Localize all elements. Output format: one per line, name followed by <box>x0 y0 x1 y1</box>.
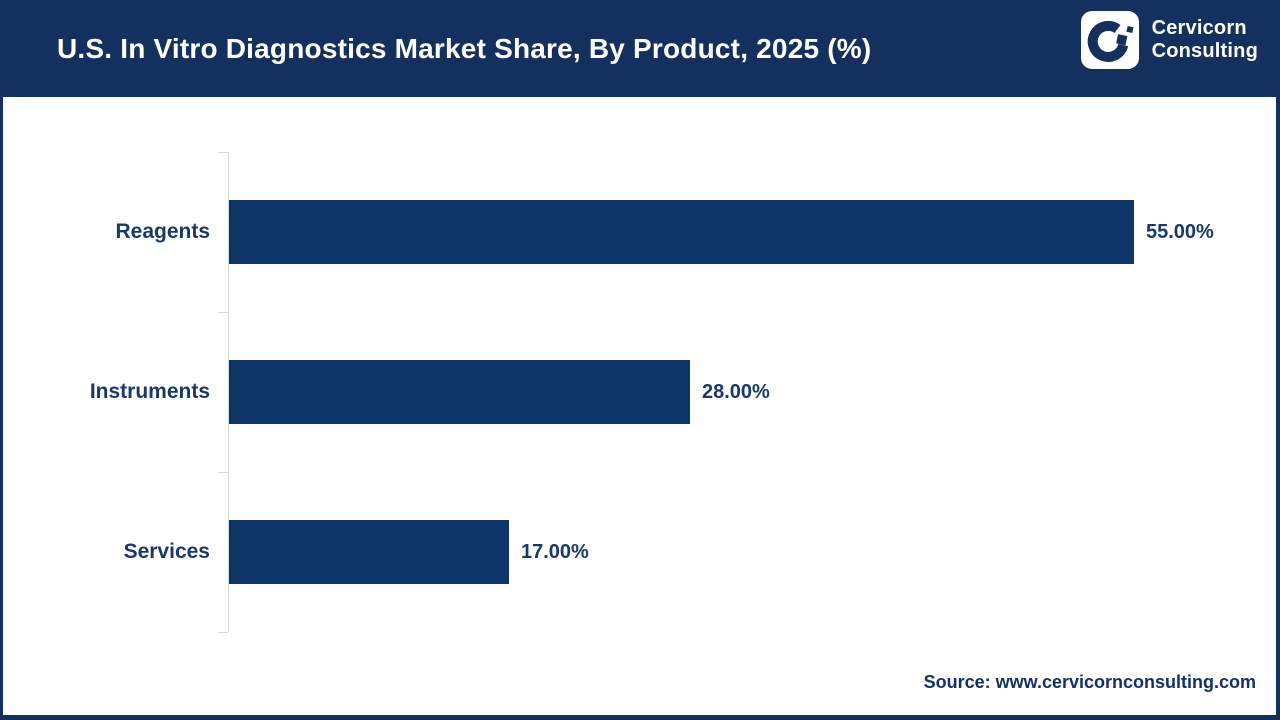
header: U.S. In Vitro Diagnostics Market Share, … <box>0 0 1280 97</box>
brand-name: Cervicorn Consulting <box>1152 17 1258 62</box>
y-axis-tick <box>218 632 228 633</box>
category-label: Services <box>123 540 210 563</box>
category-label: Instruments <box>89 380 210 403</box>
bar <box>229 520 509 584</box>
bar <box>229 360 690 424</box>
y-axis-tick <box>218 152 228 153</box>
value-label: 17.00% <box>521 541 589 563</box>
source-text: Source: www.cervicornconsulting.com <box>923 672 1256 692</box>
value-label: 55.00% <box>1146 221 1214 243</box>
frame-border-left <box>0 0 3 720</box>
category-label: Reagents <box>115 220 210 243</box>
cervicorn-logo-icon <box>1080 11 1139 69</box>
frame-border-bottom <box>0 715 1280 720</box>
y-axis-tick <box>218 312 228 313</box>
y-axis-line <box>228 152 229 632</box>
y-axis-tick <box>218 472 228 473</box>
brand-name-line2: Consulting <box>1151 40 1258 62</box>
frame-border-right <box>1276 0 1280 720</box>
bar <box>229 200 1134 264</box>
brand-name-line1: Cervicorn <box>1151 17 1247 40</box>
value-label: 28.00% <box>702 381 770 403</box>
brand-logo: Cervicorn Consulting <box>1080 11 1258 69</box>
chart-title: U.S. In Vitro Diagnostics Market Share, … <box>57 32 872 64</box>
